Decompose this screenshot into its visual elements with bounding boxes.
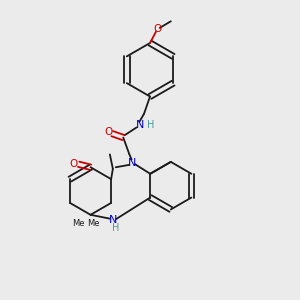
- Text: H: H: [112, 224, 119, 233]
- Text: N: N: [128, 158, 136, 168]
- Text: H: H: [147, 120, 155, 130]
- Text: Me: Me: [72, 219, 85, 228]
- Text: N: N: [109, 215, 117, 225]
- Text: O: O: [104, 127, 112, 136]
- Text: O: O: [69, 159, 77, 169]
- Text: N: N: [135, 120, 144, 130]
- Text: O: O: [153, 24, 162, 34]
- Text: Me: Me: [87, 219, 100, 228]
